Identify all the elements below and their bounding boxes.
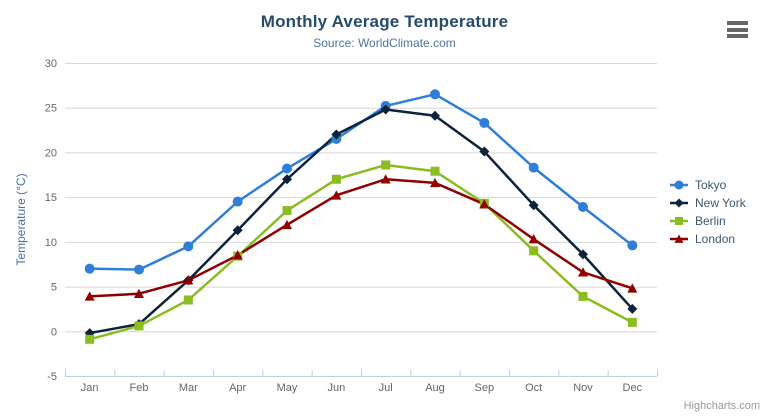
- svg-text:Sep: Sep: [475, 382, 495, 394]
- svg-text:0: 0: [51, 326, 57, 338]
- svg-text:May: May: [277, 382, 298, 394]
- svg-text:Dec: Dec: [623, 382, 643, 394]
- credits-link[interactable]: Highcharts.com: [683, 400, 760, 412]
- svg-text:Aug: Aug: [425, 382, 445, 394]
- legend-item-label: Berlin: [695, 214, 726, 228]
- svg-text:Feb: Feb: [130, 382, 149, 394]
- legend: Tokyo New York Berlin London: [670, 176, 746, 248]
- legend-item-tokyo[interactable]: Tokyo: [670, 176, 746, 194]
- svg-text:-5: -5: [47, 371, 57, 383]
- legend-item-label: Tokyo: [695, 178, 727, 192]
- svg-text:Temperature (°C): Temperature (°C): [14, 173, 28, 265]
- legend-item-berlin[interactable]: Berlin: [670, 212, 746, 230]
- svg-text:30: 30: [45, 58, 57, 70]
- svg-text:5: 5: [51, 282, 57, 294]
- svg-text:Jan: Jan: [81, 382, 99, 394]
- legend-item-london[interactable]: London: [670, 230, 746, 248]
- svg-text:25: 25: [45, 103, 57, 115]
- legend-marker-triangle-icon: [670, 234, 688, 243]
- svg-text:Nov: Nov: [573, 382, 593, 394]
- svg-text:Jul: Jul: [379, 382, 393, 394]
- legend-marker-circle-icon: [670, 180, 688, 190]
- legend-marker-square-icon: [670, 217, 688, 225]
- export-menu-button[interactable]: [727, 21, 749, 38]
- svg-text:Oct: Oct: [525, 382, 542, 394]
- legend-item-label: New York: [695, 196, 746, 210]
- chart-subtitle: Source: WorldClimate.com: [313, 36, 456, 50]
- svg-text:10: 10: [45, 237, 57, 249]
- svg-text:Apr: Apr: [229, 382, 246, 394]
- svg-text:20: 20: [45, 147, 57, 159]
- legend-marker-diamond-icon: [670, 198, 688, 208]
- svg-text:Mar: Mar: [179, 382, 198, 394]
- chart-title: Monthly Average Temperature: [260, 12, 509, 31]
- legend-item-label: London: [695, 232, 736, 246]
- svg-text:Jun: Jun: [327, 382, 345, 394]
- legend-item-new-york[interactable]: New York: [670, 194, 746, 212]
- svg-text:15: 15: [45, 192, 57, 204]
